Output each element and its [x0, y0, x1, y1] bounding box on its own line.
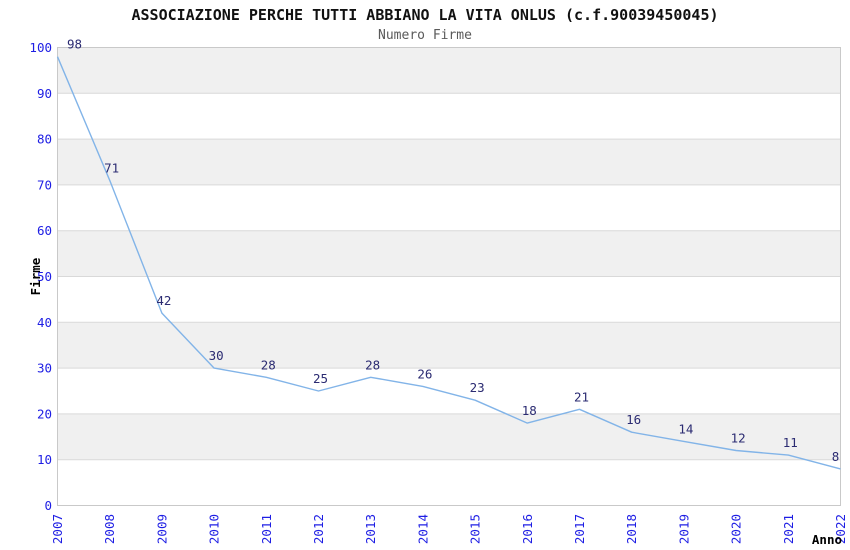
point-label: 16 [626, 412, 641, 427]
x-tick-label: 2016 [520, 514, 535, 544]
point-label: 14 [678, 421, 693, 436]
grid-band [57, 47, 841, 94]
point-label: 28 [365, 357, 380, 372]
plot-border [57, 47, 841, 506]
point-label: 8 [832, 449, 840, 464]
x-tick-label: 2009 [154, 514, 169, 544]
y-tick-label: 100 [29, 40, 52, 55]
grid-band [57, 230, 841, 277]
x-tick-label: 2015 [468, 514, 483, 544]
point-label: 42 [156, 293, 171, 308]
y-tick-label: 80 [37, 132, 52, 147]
x-tick-label: 2007 [50, 514, 65, 544]
x-tick-label: 2018 [624, 514, 639, 544]
point-label: 26 [417, 366, 432, 381]
x-tick-label: 2019 [676, 514, 691, 544]
y-tick-label: 60 [37, 223, 52, 238]
point-label: 12 [731, 431, 746, 446]
series-line [56, 56, 841, 470]
y-tick-label: 0 [44, 498, 52, 513]
grid-band [57, 413, 841, 460]
x-tick-label: 2022 [833, 514, 848, 544]
grid-band [57, 139, 841, 185]
point-label: 71 [104, 160, 119, 175]
point-label: 23 [470, 380, 485, 395]
x-tick-label: 2014 [415, 514, 430, 544]
x-tick-label: 2020 [729, 514, 744, 544]
point-label: 98 [67, 37, 82, 52]
x-axis-title: Anno [812, 532, 842, 547]
x-tick-label: 2010 [207, 514, 222, 544]
y-axis-title: Firme [28, 257, 43, 295]
y-tick-label: 90 [37, 86, 52, 101]
point-label: 28 [261, 357, 276, 372]
point-label: 18 [522, 403, 537, 418]
y-tick-label: 10 [37, 452, 52, 467]
x-tick-label: 2011 [259, 514, 274, 544]
x-tick-label: 2021 [781, 514, 796, 544]
x-tick-label: 2013 [363, 514, 378, 544]
chart-title: ASSOCIAZIONE PERCHE TUTTI ABBIANO LA VIT… [131, 6, 719, 24]
point-label: 30 [209, 348, 224, 363]
x-tick-label: 2012 [311, 514, 326, 544]
chart-subtitle: Numero Firme [378, 28, 472, 43]
point-label: 11 [783, 435, 798, 450]
x-tick-label: 2017 [572, 514, 587, 544]
y-tick-label: 30 [37, 361, 52, 376]
y-tick-label: 40 [37, 315, 52, 330]
y-tick-label: 20 [37, 406, 52, 421]
point-label: 25 [313, 371, 328, 386]
y-tick-label: 50 [37, 269, 52, 284]
grid-band [57, 322, 841, 369]
x-tick-label: 2008 [102, 514, 117, 544]
y-tick-label: 70 [37, 177, 52, 192]
point-label: 21 [574, 389, 589, 404]
